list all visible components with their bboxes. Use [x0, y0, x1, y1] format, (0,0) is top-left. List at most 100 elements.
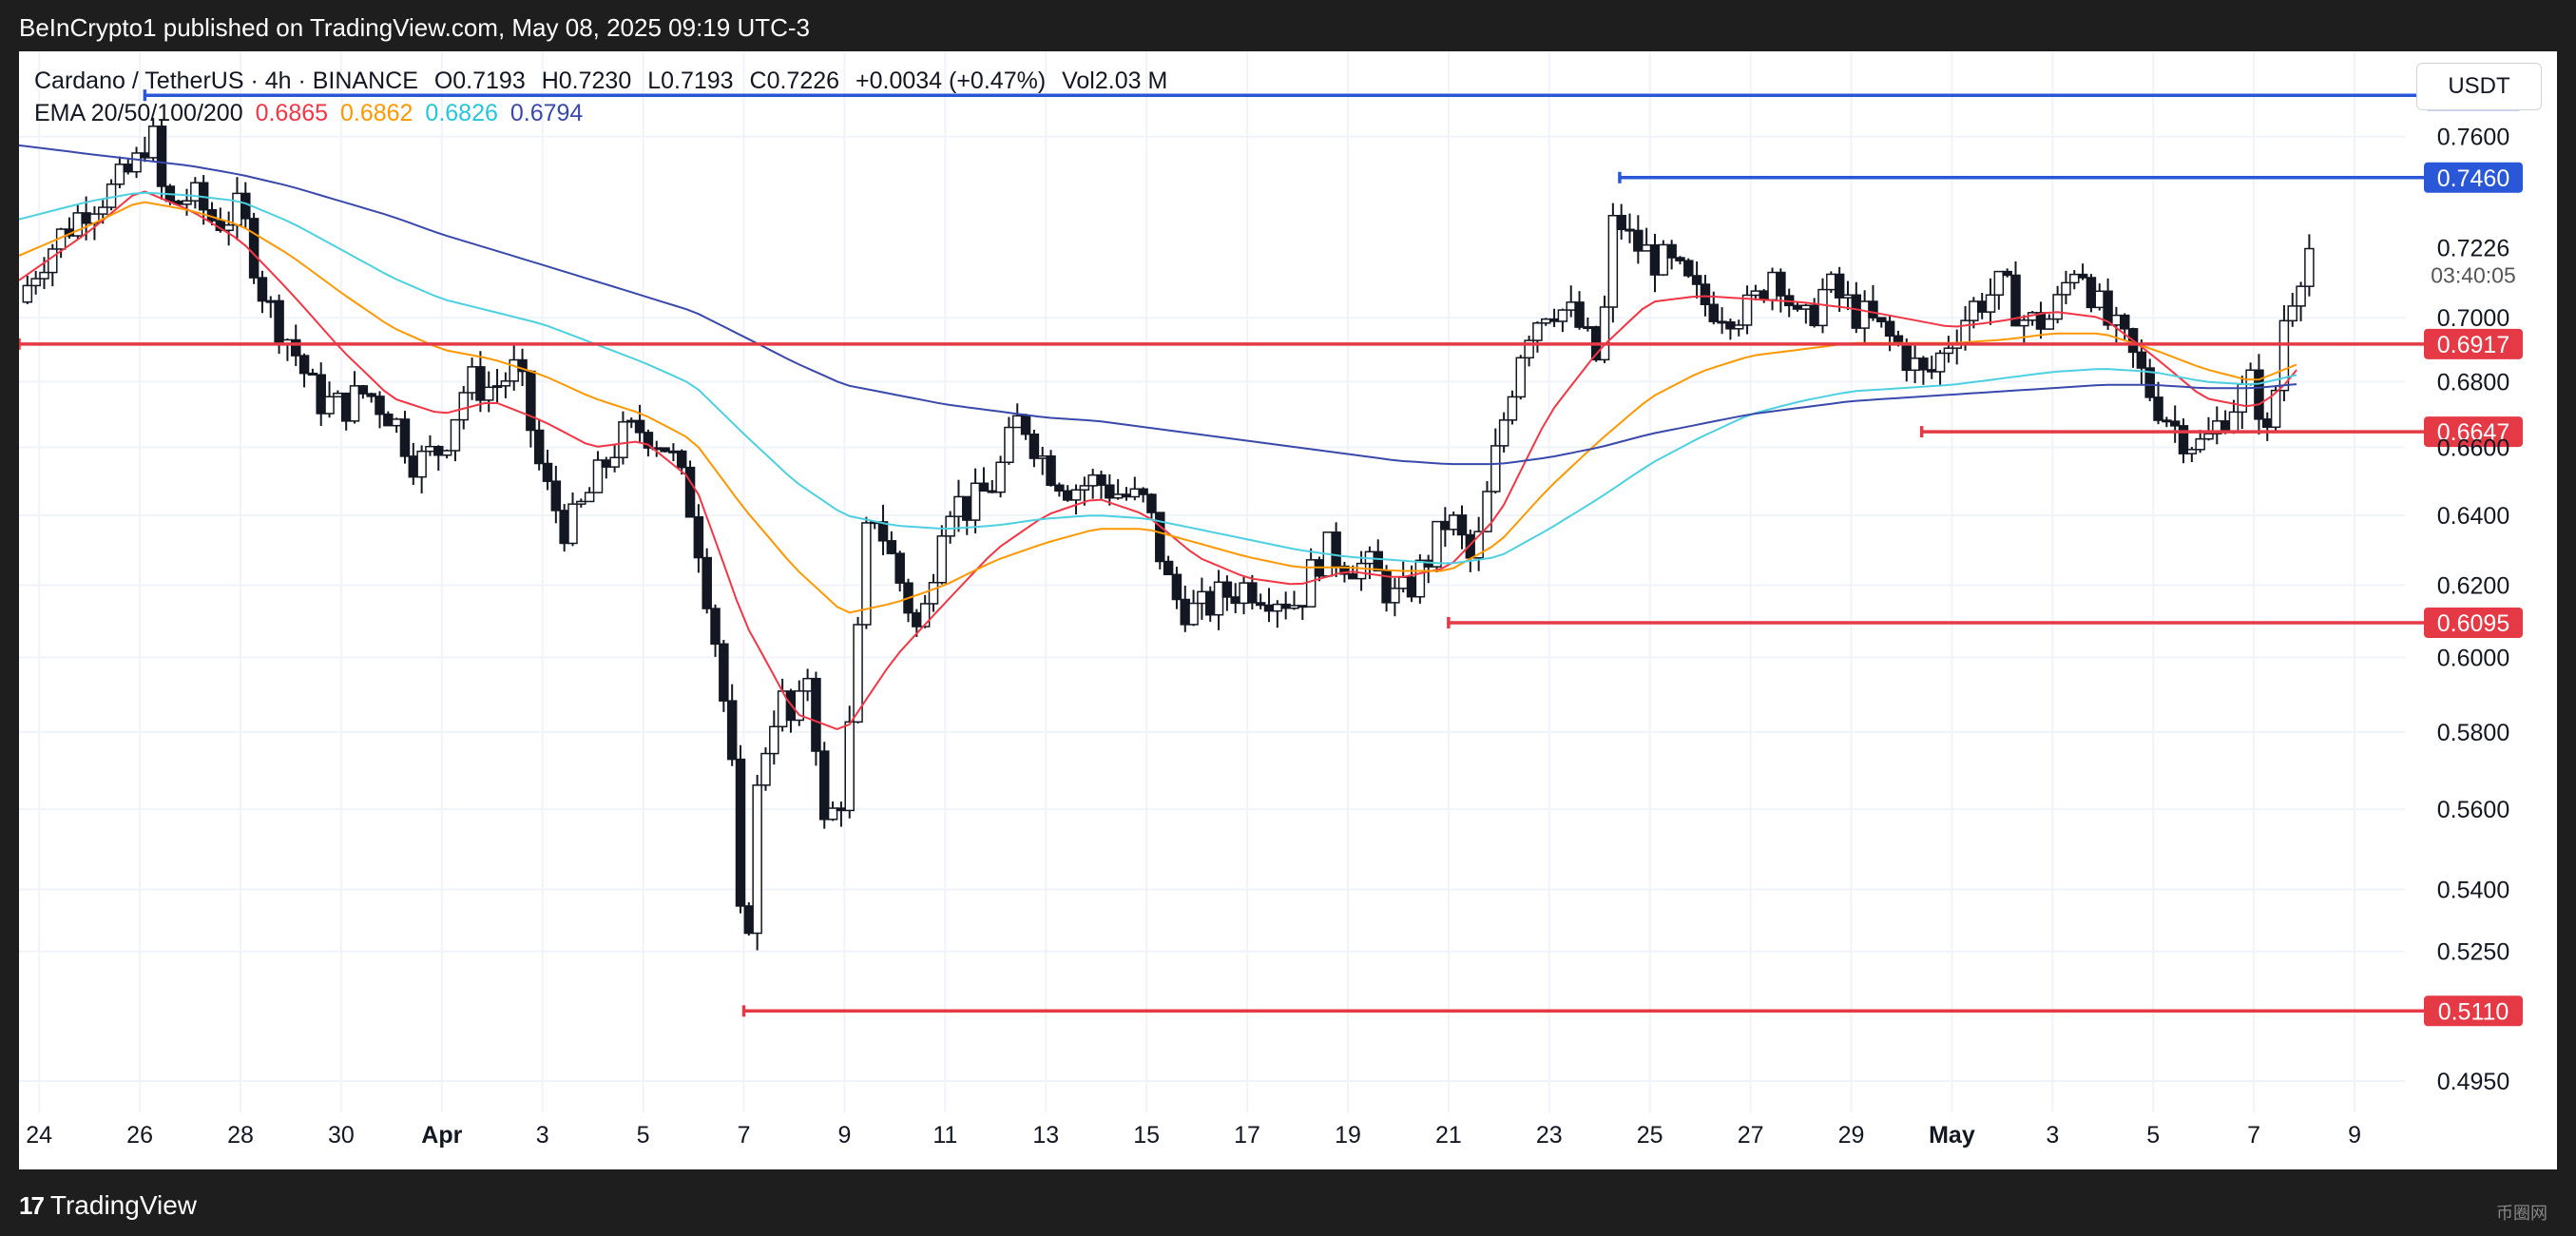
candle-body: [936, 535, 948, 584]
y-axis[interactable]: 0.7600 0.7000 0.6800 0.6600 0.6400 0.6200 0.60…: [2431, 125, 2516, 1095]
change-value: +0.0034 (+0.47%): [855, 68, 1047, 94]
candle-body: [1230, 596, 1240, 605]
candle-body: [1331, 531, 1341, 568]
candle-body: [290, 338, 301, 357]
candle-body: [190, 182, 201, 202]
candle-body: [316, 374, 326, 415]
candle-body: [2103, 290, 2113, 326]
chart-panel[interactable]: 0.77440.74600.69170.66470.60950.51100.76…: [19, 51, 2557, 1169]
candle-body: [156, 126, 167, 187]
candle-body: [2203, 433, 2214, 440]
x-tick-label: 15: [1133, 1122, 1160, 1149]
candle-body: [1633, 229, 1644, 252]
resistance-price-label-bg: [2424, 162, 2523, 193]
candle-body: [526, 370, 536, 432]
candle-body: [1129, 488, 1141, 498]
candle-body: [978, 482, 990, 492]
y-tick-label: 0.7000: [2437, 305, 2509, 332]
candle-body: [1616, 215, 1626, 231]
x-tick-label: 13: [1032, 1122, 1059, 1149]
candle-body: [1708, 303, 1720, 322]
x-tick-label: 7: [2247, 1122, 2260, 1149]
candle-body: [467, 366, 477, 394]
candle-body: [2178, 425, 2189, 454]
candle-body: [811, 677, 821, 752]
y-tick-label: 0.7600: [2437, 125, 2509, 151]
candle-body: [643, 432, 654, 449]
price-chart[interactable]: 0.77440.74600.69170.66470.60950.51100.76…: [19, 51, 2557, 1169]
close-value: C0.7226: [749, 68, 840, 94]
candle-body: [2002, 270, 2012, 277]
candle-body: [962, 495, 972, 521]
x-tick-label: 17: [1234, 1122, 1260, 1149]
candle-body: [919, 603, 931, 628]
currency-button[interactable]: USDT: [2416, 63, 2542, 110]
tradingview-logo[interactable]: 17 TradingView: [19, 1190, 197, 1221]
candle-body: [1247, 582, 1258, 604]
candle-body: [802, 677, 813, 692]
candle-body: [1532, 322, 1543, 341]
candle-body: [2228, 411, 2240, 433]
candle-body: [425, 445, 435, 453]
candle-body: [794, 690, 805, 722]
candle-body: [2162, 419, 2172, 423]
candle-body: [1717, 320, 1727, 324]
candle-body: [517, 358, 528, 373]
ema20-value: 0.6865: [255, 100, 329, 126]
footer-bar: 17 TradingView 币圈网: [0, 1169, 2576, 1236]
x-tick-label: 25: [1637, 1122, 1663, 1149]
candle-body: [1524, 339, 1534, 359]
candle-body: [2077, 273, 2088, 279]
candle-body: [1204, 590, 1216, 616]
candle-body: [945, 515, 955, 537]
x-tick-label: 9: [837, 1122, 851, 1149]
high-value: H0.7230: [541, 68, 632, 94]
candle-body: [1046, 454, 1056, 487]
candle-body: [1901, 342, 1913, 372]
candle-body: [912, 611, 922, 628]
candle-body: [106, 183, 117, 208]
candle-body: [743, 905, 755, 935]
candle-body: [450, 418, 461, 452]
candle-body: [1163, 560, 1174, 576]
candle-body: [475, 366, 486, 401]
candle-body: [567, 503, 578, 545]
candle-body: [1792, 304, 1803, 310]
candle-body: [1649, 243, 1661, 276]
candle-body: [1566, 301, 1576, 311]
candle-body: [1272, 603, 1283, 612]
candle-body: [2086, 277, 2097, 309]
support-price-label-bg: [2424, 995, 2523, 1027]
candle-body: [1624, 228, 1635, 232]
y-tick-label: 0.6600: [2437, 435, 2509, 462]
candle-body: [1666, 243, 1677, 259]
ema-label[interactable]: EMA 20/50/100/200: [34, 100, 243, 126]
candle-body: [2254, 369, 2264, 420]
candle-body: [2136, 351, 2147, 369]
candle-body: [2069, 273, 2080, 284]
candle-body: [2111, 314, 2122, 326]
candle-body: [123, 164, 133, 173]
candle-body: [877, 521, 889, 542]
candle-body: [1482, 491, 1492, 532]
x-tick-label: 9: [2348, 1122, 2361, 1149]
x-tick-label: 30: [328, 1122, 355, 1149]
ema100-value: 0.6826: [425, 100, 498, 126]
candle-body: [2144, 367, 2155, 398]
candle-body: [307, 372, 318, 376]
candle-body: [1675, 257, 1685, 261]
candle-body: [2010, 274, 2021, 327]
candle-body: [836, 807, 847, 812]
candle-body: [1943, 347, 1954, 355]
ohlc-row: Cardano / TetherUS · 4h · BINANCE O0.719…: [34, 65, 1177, 97]
symbol-label[interactable]: Cardano / TetherUS · 4h · BINANCE: [34, 68, 418, 94]
y-tick-label: 0.6200: [2437, 572, 2509, 599]
candle-body: [684, 466, 696, 518]
candle-body: [1121, 493, 1132, 498]
candle-body: [693, 516, 704, 559]
candle-body: [223, 223, 234, 232]
candle-body: [1985, 294, 1996, 313]
x-tick-label: 5: [637, 1122, 650, 1149]
x-axis[interactable]: 24 26 28 30 Apr 3 5 7 9 11 13 15 17 19 21 23 25 27 29 May 3 5…: [26, 1122, 2361, 1149]
candle-body: [592, 459, 604, 493]
